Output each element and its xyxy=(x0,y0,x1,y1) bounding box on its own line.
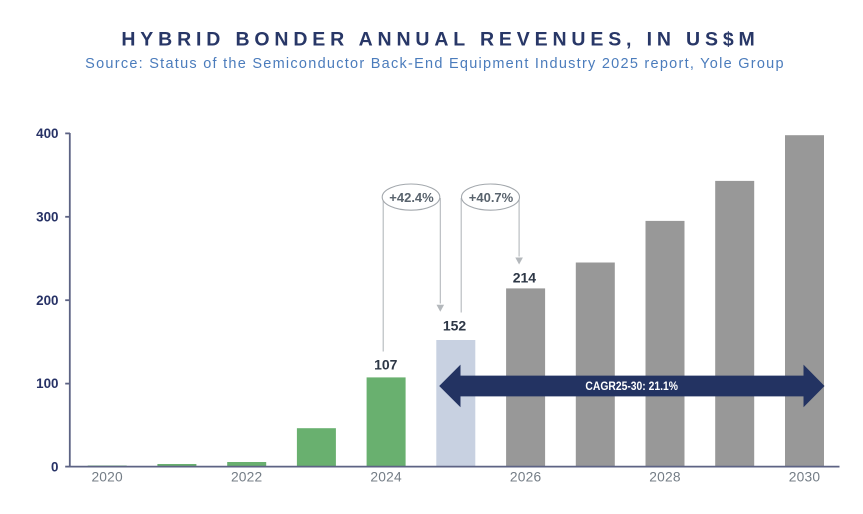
svg-text:HYBRID BONDER ANNUAL REVENUES,: HYBRID BONDER ANNUAL REVENUES, IN US$M xyxy=(121,29,759,51)
svg-text:300: 300 xyxy=(36,209,58,224)
svg-text:107: 107 xyxy=(374,357,398,373)
svg-text:2022: 2022 xyxy=(231,470,263,485)
svg-text:200: 200 xyxy=(36,293,58,308)
svg-text:+40.7%: +40.7% xyxy=(469,190,514,205)
svg-text:2024: 2024 xyxy=(370,470,402,485)
svg-text:152: 152 xyxy=(443,317,467,333)
svg-text:0: 0 xyxy=(51,459,58,474)
svg-text:2026: 2026 xyxy=(510,470,542,485)
svg-text:2020: 2020 xyxy=(91,470,123,485)
svg-text:+42.4%: +42.4% xyxy=(389,190,434,205)
svg-text:CAGR25-30: 21.1%: CAGR25-30: 21.1% xyxy=(585,379,678,393)
svg-text:214: 214 xyxy=(513,270,537,286)
svg-text:Source: Status of the Semicond: Source: Status of the Semiconductor Back… xyxy=(85,56,785,72)
svg-text:2028: 2028 xyxy=(649,470,681,485)
svg-text:400: 400 xyxy=(36,126,58,141)
svg-text:2030: 2030 xyxy=(789,470,821,485)
svg-text:100: 100 xyxy=(36,376,58,391)
